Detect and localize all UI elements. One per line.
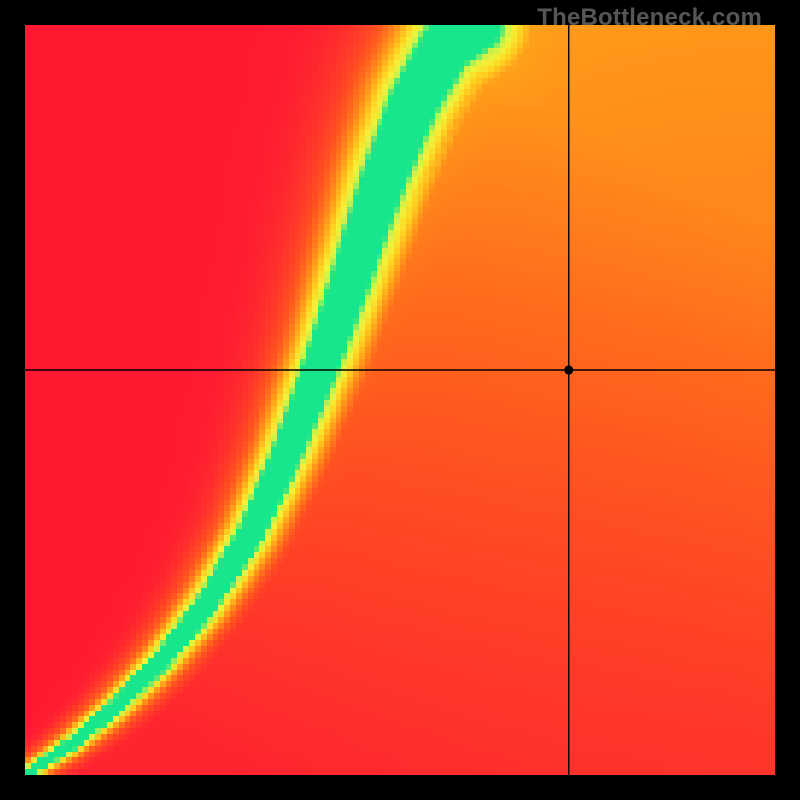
- bottleneck-heatmap: [0, 0, 800, 800]
- watermark-text: TheBottleneck.com: [537, 4, 762, 32]
- chart-container: TheBottleneck.com: [0, 0, 800, 800]
